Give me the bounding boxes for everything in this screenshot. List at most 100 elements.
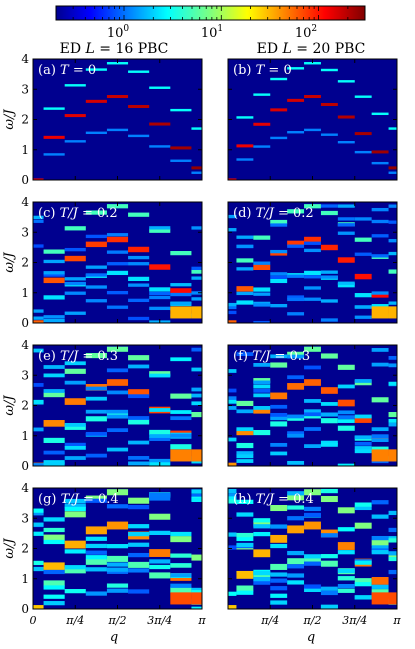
spectral-cell — [170, 251, 192, 256]
spectral-cell — [371, 449, 389, 462]
spectral-cell — [320, 412, 338, 417]
spectral-cell — [85, 299, 107, 303]
spectral-cell — [253, 388, 271, 393]
panel-label: (d) T/J = 0.2 — [233, 206, 314, 221]
panel-e: 0 1 2 3 4 (e) T/J = 0.3 ω/J — [2, 338, 203, 473]
y-tick-label: 3 — [21, 368, 29, 382]
spectral-cell — [85, 567, 107, 572]
spectral-cell — [128, 298, 150, 303]
spectral-cell — [106, 428, 129, 433]
spectral-cell — [191, 592, 202, 605]
spectral-cell — [270, 362, 288, 368]
spectral-cell — [128, 255, 150, 260]
spectral-cell — [354, 582, 372, 587]
spectral-cell — [85, 409, 107, 414]
spectral-cell — [337, 527, 355, 532]
spectral-cell — [149, 513, 171, 520]
spectral-cell — [128, 568, 150, 573]
spectral-cell — [354, 132, 372, 136]
panel-label: (g) T/J = 0.4 — [38, 492, 119, 507]
spectral-cell — [354, 217, 372, 221]
spectral-cell — [85, 210, 107, 215]
spectral-cell — [253, 122, 271, 126]
panel-label: (a) T = 0 — [38, 63, 96, 78]
spectral-cell — [170, 433, 192, 438]
spectral-cell — [128, 355, 150, 361]
spectral-cell — [270, 249, 288, 254]
spectral-cell — [337, 584, 355, 589]
spectral-cell — [228, 406, 237, 410]
spectral-cell — [388, 592, 397, 605]
colorbar-tick-label: 101 — [201, 24, 223, 41]
spectral-cell — [149, 458, 171, 463]
spectral-cell — [236, 235, 254, 239]
spectral-cell — [354, 315, 372, 319]
spectral-cell — [191, 449, 202, 462]
spectral-cell — [320, 604, 338, 609]
spectral-cell — [106, 447, 129, 452]
spectral-cell — [64, 424, 86, 430]
column-title-right: ED L = 20 PBC — [257, 41, 366, 57]
spectral-cell — [304, 379, 321, 386]
spectral-cell — [287, 491, 305, 496]
spectral-cell — [270, 304, 288, 308]
spectral-cell — [287, 351, 305, 357]
spectral-cell — [337, 542, 355, 550]
spectral-cell — [85, 526, 107, 535]
spectral-cell — [170, 586, 192, 593]
spectral-cell — [228, 591, 237, 596]
spectral-cell — [85, 453, 107, 458]
spectral-cell — [228, 214, 237, 219]
y-tick-label: 2 — [21, 256, 29, 270]
spectral-cell — [64, 398, 86, 405]
y-tick-label: 3 — [21, 82, 29, 96]
spectral-cell — [270, 534, 288, 543]
spectral-cell — [170, 583, 192, 588]
spectral-cell — [85, 498, 107, 503]
panel-c: 0 1 2 3 4 (c) T/J = 0.2 ω/J — [2, 195, 203, 330]
panel-label: (f) T/J = 0.3 — [233, 349, 310, 364]
spectral-cell — [106, 562, 129, 567]
spectral-cell — [287, 244, 305, 248]
spectral-cell — [236, 144, 254, 148]
spectral-cell — [191, 393, 202, 398]
spectral-cell — [320, 533, 338, 538]
spectral-cell — [354, 595, 372, 600]
y-tick-label: 0 — [21, 459, 29, 473]
spectral-cell — [64, 511, 86, 518]
spectral-cell — [287, 494, 305, 501]
spectral-cell — [228, 499, 237, 504]
spectral-cell — [85, 99, 107, 103]
spectral-cell — [270, 505, 288, 512]
spectral-cell — [85, 591, 107, 596]
spectral-cell — [228, 388, 237, 393]
spectral-cell — [388, 127, 397, 130]
spectral-cell — [228, 462, 237, 466]
spectral-cell — [33, 463, 44, 466]
x-tick-label: π/4 — [65, 614, 84, 627]
spectral-cell — [270, 272, 288, 276]
spectral-cell — [64, 567, 86, 574]
spectral-cell — [371, 207, 389, 212]
spectral-cell — [149, 145, 171, 148]
spectral-cell — [337, 217, 355, 221]
spectral-cell — [236, 158, 254, 161]
spectral-cell — [170, 416, 192, 421]
spectral-cell — [388, 239, 397, 243]
spectral-cell — [388, 527, 397, 533]
spectral-cell — [236, 116, 254, 119]
spectral-cell — [304, 521, 321, 530]
spectral-cell — [228, 310, 237, 315]
spectral-cell — [388, 356, 397, 360]
spectral-cell — [106, 346, 129, 352]
spectral-cell — [128, 552, 150, 558]
y-tick-label: 3 — [21, 225, 29, 239]
spectral-cell — [337, 231, 355, 235]
x-axis-label-left: q — [110, 630, 118, 645]
spectral-cell — [253, 261, 271, 265]
spectral-cell — [371, 550, 389, 555]
spectral-cell — [33, 215, 44, 220]
spectral-cell — [320, 318, 338, 322]
spectral-cell — [270, 219, 288, 225]
spectral-cell — [128, 389, 150, 396]
